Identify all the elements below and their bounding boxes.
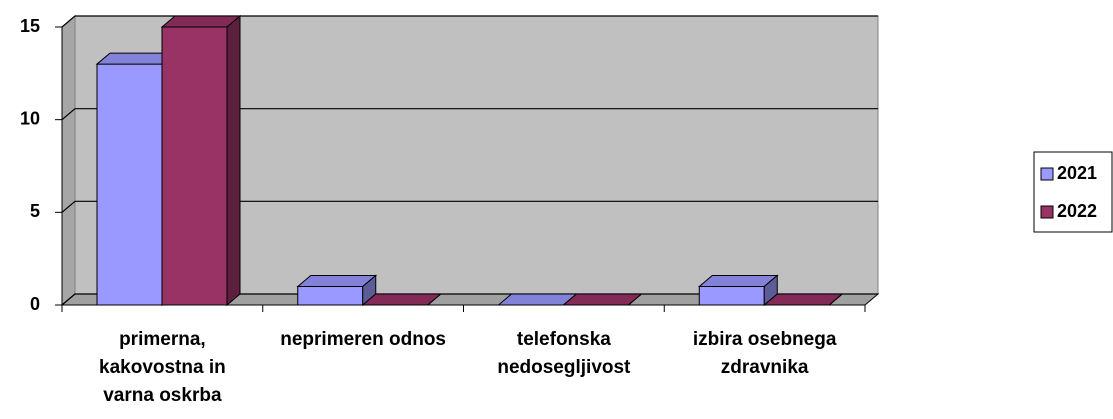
bar-side: [427, 293, 442, 306]
y-tick-label: 5: [30, 201, 40, 221]
y-tick-label: 0: [30, 294, 40, 314]
bar-side: [828, 293, 843, 306]
legend-swatch: [1040, 167, 1054, 181]
grid-line: [61, 108, 878, 121]
x-tick-label: izbira osebnega zdravnika: [692, 329, 837, 378]
grid-line: [61, 200, 878, 213]
x-tick-label: telefonska nedosegljivost: [497, 329, 631, 378]
bar-side: [226, 14, 241, 307]
bar-front: [698, 285, 765, 306]
bar-front: [297, 285, 364, 306]
bar-front: [161, 26, 228, 306]
bar: [296, 274, 378, 307]
bar: [361, 293, 443, 306]
bar: [697, 274, 779, 307]
side-wall: [61, 14, 76, 307]
bar: [160, 14, 242, 307]
legend-label: 2021: [1057, 163, 1097, 183]
x-tick-label: primerna, kakovostna in varna oskrba: [99, 329, 226, 406]
legend-swatch: [1040, 205, 1054, 219]
legend-box: [1033, 151, 1113, 233]
bar: [762, 293, 844, 306]
grid-line: [61, 15, 878, 28]
x-tick-label: neprimeren odnos: [280, 329, 446, 350]
y-tick-label: 10: [20, 108, 40, 128]
bar-front: [96, 63, 163, 306]
legend-label: 2022: [1057, 201, 1097, 221]
bar-side: [628, 293, 642, 306]
bar: [562, 293, 643, 306]
y-tick-label: 15: [20, 16, 40, 36]
